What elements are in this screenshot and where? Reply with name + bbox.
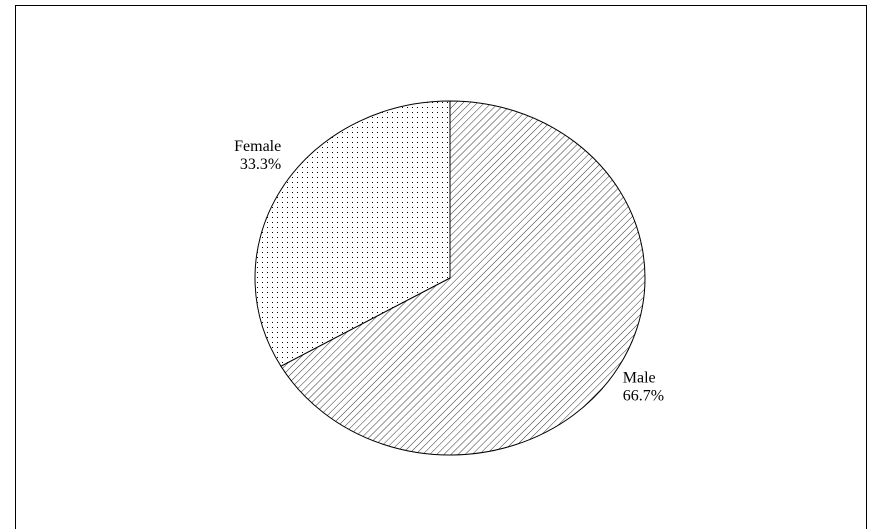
slice-value-label: 33.3% [240,156,281,173]
pie-slice [254,100,451,367]
slice-value-label: 66.7% [623,387,664,404]
frame [15,5,867,529]
pie-slice [280,100,646,456]
slice-label: Male [623,369,656,386]
slice-label: Female [234,138,281,155]
